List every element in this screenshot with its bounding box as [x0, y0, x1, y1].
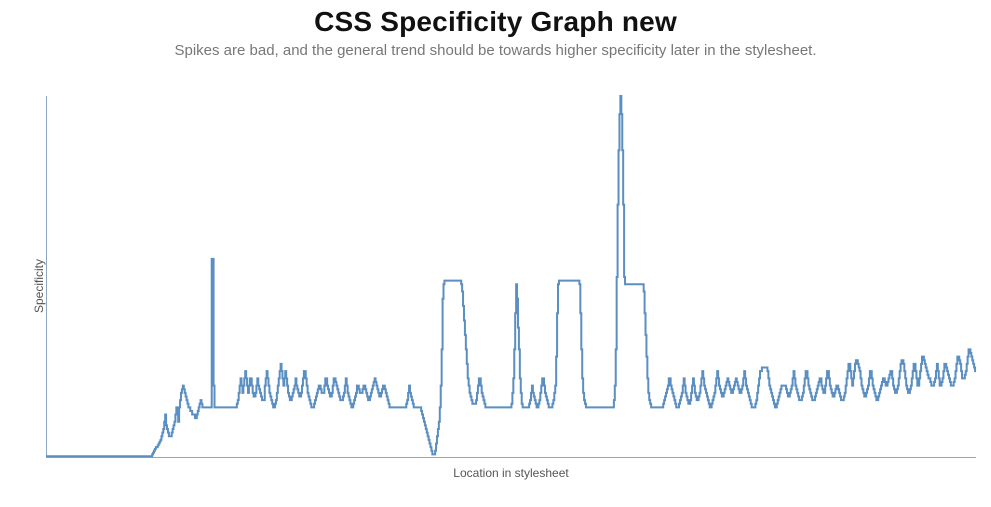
chart-subtitle: Spikes are bad, and the general trend sh… — [0, 42, 991, 59]
x-axis-label: Location in stylesheet — [46, 466, 976, 480]
specificity-line — [46, 96, 976, 456]
y-axis-label: Specificity — [32, 259, 46, 313]
figure: CSS Specificity Graph new Spikes are bad… — [0, 6, 991, 507]
chart-title: CSS Specificity Graph new — [0, 6, 991, 38]
specificity-chart — [46, 96, 976, 458]
